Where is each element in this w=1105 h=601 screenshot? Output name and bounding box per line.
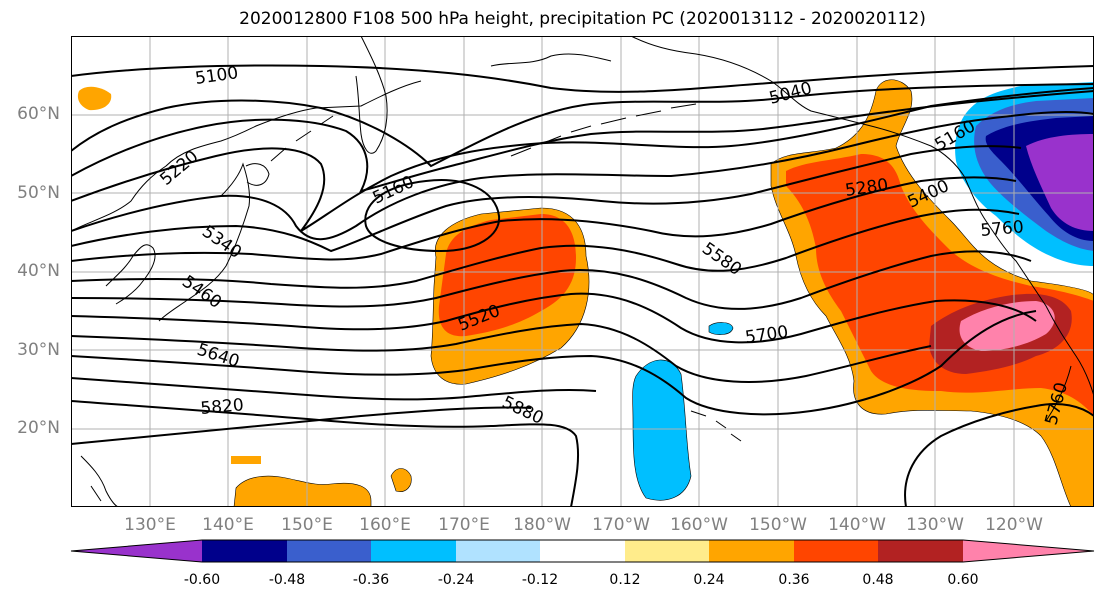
colorbar-tick-label: -0.24 (437, 572, 475, 588)
map-gridlines (71, 36, 1094, 507)
contour-label: 5880 (499, 392, 547, 428)
precip-positive-patch (233, 475, 372, 507)
lat-label-60n: 60°N (17, 104, 60, 124)
height-contours (71, 64, 1094, 507)
philippines-coastline (80, 455, 120, 507)
lon-label-140w: 140°W (828, 515, 886, 535)
lon-label-160e: 160°E (359, 515, 411, 535)
colorbar-tick-label: -0.48 (268, 572, 306, 588)
precip-negative-patch (632, 359, 692, 501)
lat-label-20n: 20°N (17, 418, 60, 438)
colorbar-segment (625, 540, 709, 562)
colorbar-segment (202, 540, 287, 562)
lon-label-180w: 180°W (513, 515, 571, 535)
colorbar-segment (878, 540, 963, 562)
lon-label-170e: 170°E (438, 515, 490, 535)
colorbar-tick-label: 0.24 (693, 572, 725, 588)
japan-coastline (158, 162, 250, 322)
colorbar-tick-label: 0.36 (778, 572, 810, 588)
aleutian-islands (510, 103, 697, 157)
contour-label: 5220 (156, 147, 202, 190)
colorbar-tick-label: 0.48 (862, 572, 894, 588)
colorbar-tick-label: -0.12 (521, 572, 559, 588)
lon-label-170w: 170°W (592, 515, 650, 535)
lon-label-130e: 130°E (124, 515, 176, 535)
north-america-west-coast (963, 175, 1094, 397)
colorbar-tick-label: -0.60 (183, 572, 221, 588)
colorbar (70, 539, 1095, 563)
map-plot: 5100 5040 5220 5160 5160 5280 5340 5400 … (71, 36, 1094, 507)
kamchatka-coastline (355, 36, 388, 154)
lon-label-120w: 120°W (985, 515, 1043, 535)
colorbar-extend-low (71, 540, 202, 562)
asia-coastline (71, 80, 422, 232)
colorbar-extend-high (963, 540, 1094, 562)
lon-label-130w: 130°W (906, 515, 964, 535)
colorbar-segment (287, 540, 371, 562)
precip-positive-patch (231, 456, 261, 464)
colorbar-segment (540, 540, 625, 562)
map-panel: 5100 5040 5220 5160 5160 5280 5340 5400 … (71, 36, 1094, 507)
colorbar-outline (70, 539, 1095, 563)
map-title: 2020012800 F108 500 hPa height, precipit… (239, 9, 926, 29)
lon-label-160w: 160°W (670, 515, 728, 535)
contour-label: 5460 (178, 272, 225, 313)
colorbar-segment (794, 540, 878, 562)
chukotka-coastline (490, 53, 612, 67)
colorbar-tick-label: 0.12 (609, 572, 641, 588)
colorbar-tick-label: -0.36 (352, 572, 390, 588)
kuril-islands (270, 115, 334, 162)
colorbar-segment (456, 540, 540, 562)
lat-label-30n: 30°N (17, 340, 60, 360)
colorbar-tick-label: 0.60 (947, 572, 979, 588)
precip-extreme-positive-area (959, 301, 1055, 351)
contour-label: 5340 (198, 222, 245, 263)
lat-label-50n: 50°N (17, 183, 60, 203)
alaska-coastline (630, 36, 965, 177)
coastlines (71, 36, 1094, 507)
contour-label: 5580 (698, 239, 745, 280)
lon-label-150w: 150°W (749, 515, 807, 535)
colorbar-segment (709, 540, 794, 562)
contour-label: 5760 (980, 217, 1025, 241)
precip-extreme-negative-area (1026, 134, 1094, 231)
colorbar-segment (371, 540, 456, 562)
contour-label: 5820 (200, 395, 245, 419)
precip-positive-patch (390, 468, 412, 492)
contour-label: 5700 (744, 322, 790, 348)
lat-label-40n: 40°N (17, 261, 60, 281)
precip-negative-patch (708, 322, 734, 335)
baja-coastline (1045, 365, 1072, 422)
precip-positive-patch (77, 86, 112, 111)
hokkaido-coastline (245, 163, 270, 186)
lon-label-150e: 150°E (281, 515, 333, 535)
hawaii-islands (690, 410, 742, 442)
korea-coastline (105, 244, 156, 305)
lon-label-140e: 140°E (202, 515, 254, 535)
